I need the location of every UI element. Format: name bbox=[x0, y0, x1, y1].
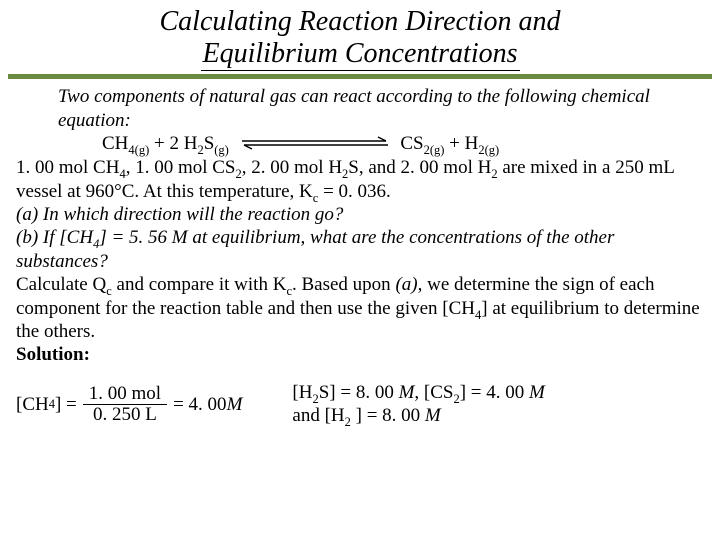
reactant-ch4: CH4(g) bbox=[102, 133, 154, 154]
plan-text: Calculate Qc and compare it with Kc. Bas… bbox=[12, 273, 708, 343]
fraction-ch4: 1. 00 mol 0. 250 L bbox=[83, 384, 167, 425]
title-line-1: Calculating Reaction Direction and bbox=[159, 6, 560, 37]
intro-text: Two components of natural gas can react … bbox=[12, 85, 708, 132]
equilibrium-arrow-icon bbox=[240, 133, 390, 156]
slide-body: Two components of natural gas can react … bbox=[0, 85, 720, 428]
given-conditions: 1. 00 mol CH4, 1. 00 mol CS2, 2. 00 mol … bbox=[12, 156, 708, 203]
joiner-plus-1: + 2 bbox=[154, 133, 184, 154]
reactant-h2s: H2S(g) bbox=[184, 133, 229, 154]
title-line-2: Equilibrium Concentrations bbox=[201, 38, 520, 71]
solution-label: Solution: bbox=[12, 343, 708, 366]
question-a: (a) In which direction will the reaction… bbox=[12, 203, 708, 226]
question-b: (b) If [CH4] = 5. 56 M at equilibrium, w… bbox=[12, 226, 708, 273]
slide-title: Calculating Reaction Direction and Equil… bbox=[0, 0, 720, 71]
solution-ch4: [CH4] = 1. 00 mol 0. 250 L = 4. 00 M bbox=[16, 384, 242, 425]
slide-root: Calculating Reaction Direction and Equil… bbox=[0, 0, 720, 540]
product-cs2: CS2(g) bbox=[400, 133, 449, 154]
chemical-equation: CH4(g) + 2 H2S(g) CS2(g) + H2(g) bbox=[12, 132, 708, 156]
joiner-plus-2: + bbox=[449, 133, 464, 154]
solution-row: [CH4] = 1. 00 mol 0. 250 L = 4. 00 M [H2… bbox=[12, 381, 708, 429]
title-divider bbox=[8, 74, 712, 79]
solution-others: [H2S] = 8. 00 M, [CS2] = 4. 00 M and [H2… bbox=[292, 381, 544, 429]
product-h2: H2(g) bbox=[465, 133, 500, 154]
